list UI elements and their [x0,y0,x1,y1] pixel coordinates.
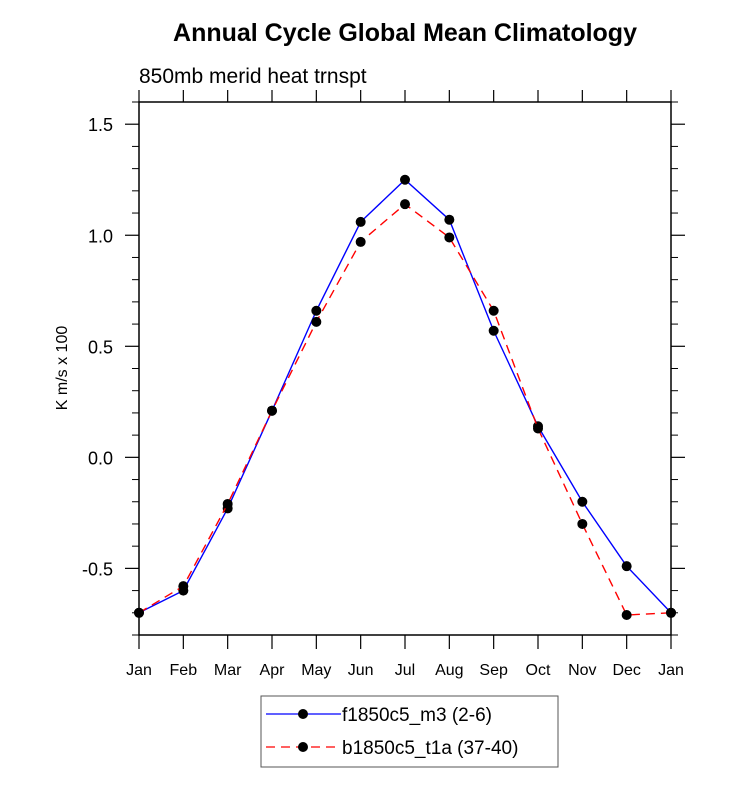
x-tick-label: Dec [612,662,640,679]
data-point [577,518,588,529]
legend-marker-1 [298,742,308,752]
x-tick-label: Jun [348,662,374,679]
y-tick-label: 0.0 [88,448,113,468]
data-point [444,214,455,225]
data-point [134,607,144,618]
x-tick-label: Jan [658,662,684,679]
x-tick-label: Sep [479,662,508,679]
legend-label-1: b1850c5_t1a (37-40) [342,738,518,759]
series-1 [134,199,676,621]
x-tick-label: Oct [526,662,551,679]
y-tick-label: 1.5 [88,115,113,135]
y-tick-label: 0.5 [88,337,113,357]
data-point [533,423,543,434]
data-point [355,216,366,227]
x-tick-label: Apr [260,662,286,679]
data-point [621,610,632,621]
y-tick-label: 1.0 [88,226,113,246]
series-layer [134,174,676,621]
chart-subtitle: 850mb merid heat trnspt [139,65,367,88]
data-point [222,498,233,509]
data-point [666,607,676,618]
series-line [138,203,672,616]
x-tick-label: Jan [126,662,152,679]
data-point [444,232,455,243]
x-tick-label: Feb [170,662,198,679]
x-tick-label: Aug [435,662,463,679]
data-point [621,561,632,572]
x-tick-label: Jul [395,662,415,679]
data-point [577,496,588,507]
y-tick-label: -0.5 [82,559,113,579]
data-point [488,325,499,336]
data-point [178,581,189,592]
x-tick-label: Mar [214,662,242,679]
series-line [138,178,672,614]
legend-label-0: f1850c5_m3 (2-6) [342,705,492,726]
data-point [267,405,277,416]
data-point [400,174,410,185]
axes: Jan Feb Mar Apr May Jun Jul Aug Sep Oct Nov Dec Jan -… [82,90,685,679]
chart-title: Annual Cycle Global Mean Climatology [173,19,637,47]
x-tick-label: Nov [568,662,596,679]
data-point [355,236,366,247]
legend-marker-0 [298,709,308,719]
data-point [311,305,322,316]
x-tick-label: May [301,662,331,679]
data-point [488,305,499,316]
data-point [311,316,322,327]
y-axis-label: K m/s x 100 [54,326,71,411]
data-point [400,199,410,210]
series-0 [134,174,676,618]
legend: f1850c5_m3 (2-6) b1850c5_t1a (37-40) [260,695,559,768]
legend-box [260,695,559,768]
